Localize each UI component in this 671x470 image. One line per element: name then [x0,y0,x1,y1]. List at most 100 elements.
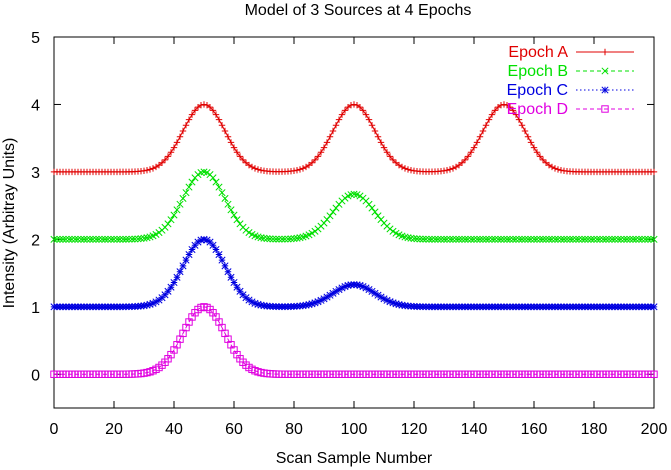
data-point [497,235,505,243]
data-point [149,165,157,172]
x-tick-label: 40 [165,421,183,438]
data-point [254,300,262,308]
data-point [254,166,262,173]
data-point [389,156,397,164]
data-point [326,133,334,141]
chart-title: Model of 3 Sources at 4 Epochs [245,2,472,19]
data-point [386,153,394,160]
x-tick-label: 120 [401,421,428,438]
data-point [296,166,304,173]
data-point [602,235,610,243]
data-point [410,235,418,243]
data-point [215,183,223,191]
data-point [245,296,253,304]
data-point [329,289,337,297]
data-point [464,153,472,160]
data-point [65,235,73,243]
data-point [92,235,100,243]
data-point [68,235,76,243]
data-point [194,171,202,179]
data-point [290,235,298,243]
data-point [512,235,520,243]
x-tick-label: 100 [341,421,368,438]
data-point [179,194,187,203]
data-point [179,262,187,270]
data-point [557,167,565,174]
data-point [173,139,181,146]
data-point [485,235,493,243]
series-epoch-a [50,101,658,176]
data-point [503,235,511,243]
data-point [278,235,286,243]
data-point [365,116,373,123]
data-point [191,107,199,114]
data-point [518,121,526,129]
data-point [218,121,226,129]
data-point [449,235,457,243]
data-point [632,235,640,243]
data-point [527,235,535,243]
data-point [383,149,391,156]
data-point [257,301,265,309]
data-point [323,216,331,224]
legend-label: Epoch B [508,63,568,80]
data-point [140,234,148,242]
data-point [131,235,139,243]
data-point [125,235,133,243]
data-point [323,139,331,146]
data-point [569,235,577,243]
data-point [626,235,634,243]
data-point [200,235,208,243]
data-point [188,111,196,118]
data-point [170,278,178,287]
data-point [605,235,613,243]
x-tick-label: 0 [50,421,59,438]
data-point [89,235,97,243]
data-point [56,235,64,243]
x-axis-title: Scan Sample Number [276,450,433,467]
data-point [350,190,358,198]
data-point [434,235,442,243]
data-point [290,167,298,174]
data-point [401,165,409,172]
data-point [485,116,493,123]
data-point [257,167,265,174]
data-point [392,300,400,308]
data-point [533,235,541,243]
data-point [119,235,127,243]
data-point [338,284,346,292]
data-point [101,235,109,243]
data-point [218,189,226,197]
data-point [320,144,328,151]
data-point [494,235,502,243]
data-point [365,200,373,208]
data-point [371,289,379,297]
data-point [404,166,412,173]
data-point [230,211,238,219]
data-point [239,156,247,164]
data-point [167,216,175,224]
data-point [515,235,523,243]
data-point [137,235,145,243]
data-point [215,116,223,123]
data-point [527,139,535,146]
data-point [482,121,490,129]
x-tick-label: 160 [521,421,548,438]
data-point [650,370,658,378]
data-point [221,262,229,270]
data-point [80,235,88,243]
data-point [341,282,349,291]
data-point [236,153,244,160]
data-point [164,287,172,295]
data-point [614,235,622,243]
data-point [152,298,160,306]
data-point [488,235,496,243]
data-point [107,235,115,243]
data-point [530,144,538,151]
data-point [644,235,652,243]
data-point [335,116,343,123]
data-point [326,291,334,299]
data-point [212,178,220,186]
data-point [554,235,562,243]
data-point [185,183,193,191]
